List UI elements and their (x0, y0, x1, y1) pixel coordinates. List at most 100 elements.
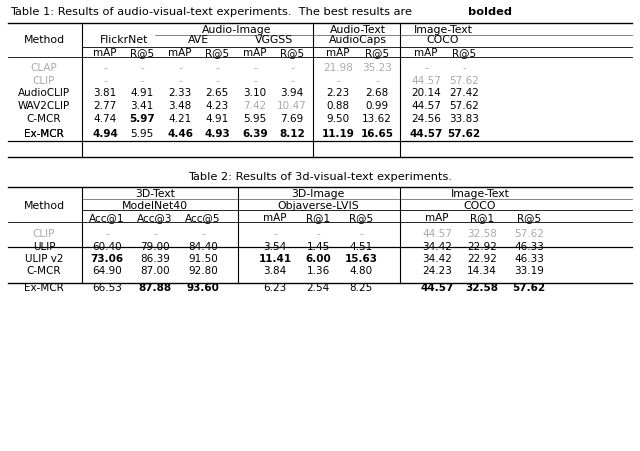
Text: Image-Text: Image-Text (451, 189, 509, 198)
Text: 6.39: 6.39 (242, 129, 268, 139)
Text: 14.34: 14.34 (467, 265, 497, 276)
Text: 44.57: 44.57 (411, 101, 441, 111)
Text: CLIP: CLIP (33, 229, 55, 239)
Text: 3.54: 3.54 (264, 241, 287, 252)
Text: 57.62: 57.62 (513, 282, 545, 292)
Text: COCO: COCO (464, 201, 496, 211)
Text: mAP: mAP (263, 212, 287, 222)
Text: Method: Method (24, 201, 65, 211)
Text: mAP: mAP (243, 48, 267, 58)
Text: -: - (178, 76, 182, 86)
Text: -: - (201, 229, 205, 239)
Text: -: - (290, 63, 294, 73)
Text: C-MCR: C-MCR (27, 265, 61, 276)
Text: 93.60: 93.60 (187, 282, 220, 292)
Text: -: - (375, 76, 379, 86)
Text: 3.41: 3.41 (131, 101, 154, 111)
Text: 6.23: 6.23 (264, 282, 287, 292)
Text: 4.80: 4.80 (349, 265, 372, 276)
Text: 87.00: 87.00 (140, 265, 170, 276)
Text: R@1: R@1 (470, 212, 494, 222)
Text: R@5: R@5 (365, 48, 389, 58)
Text: Objaverse-LVIS: Objaverse-LVIS (277, 201, 359, 211)
Text: -: - (424, 63, 428, 73)
Text: AudioCLIP: AudioCLIP (18, 88, 70, 98)
Text: 91.50: 91.50 (188, 253, 218, 263)
Text: 4.74: 4.74 (93, 114, 116, 124)
Text: R@5: R@5 (130, 48, 154, 58)
Text: AudioCaps: AudioCaps (329, 35, 387, 45)
Text: 15.63: 15.63 (344, 253, 378, 263)
Text: 4.94: 4.94 (92, 129, 118, 139)
Text: Acc@1: Acc@1 (89, 212, 125, 222)
Text: 73.06: 73.06 (90, 253, 124, 263)
Text: R@1: R@1 (306, 212, 330, 222)
Text: mAP: mAP (168, 48, 192, 58)
Text: mAP: mAP (93, 48, 116, 58)
Text: WAV2CLIP: WAV2CLIP (18, 101, 70, 111)
Text: 22.92: 22.92 (467, 241, 497, 252)
Text: 2.23: 2.23 (326, 88, 349, 98)
Text: 21.98: 21.98 (323, 63, 353, 73)
Text: 57.62: 57.62 (449, 76, 479, 86)
Text: 24.23: 24.23 (422, 265, 452, 276)
Text: .: . (508, 7, 511, 17)
Text: 5.95: 5.95 (243, 114, 267, 124)
Text: 86.39: 86.39 (140, 253, 170, 263)
Text: 32.58: 32.58 (467, 229, 497, 239)
Text: -: - (215, 63, 219, 73)
Text: 24.56: 24.56 (411, 114, 441, 124)
Text: Ex-MCR: Ex-MCR (24, 282, 64, 292)
Text: -: - (140, 76, 144, 86)
Text: 34.42: 34.42 (422, 253, 452, 263)
Text: -: - (273, 229, 277, 239)
Text: -: - (178, 63, 182, 73)
Text: Acc@3: Acc@3 (137, 212, 173, 222)
Text: C-MCR: C-MCR (27, 114, 61, 124)
Text: 2.54: 2.54 (307, 282, 330, 292)
Text: 5.97: 5.97 (129, 114, 155, 124)
Text: 1.45: 1.45 (307, 241, 330, 252)
Text: 79.00: 79.00 (140, 241, 170, 252)
Text: 3.10: 3.10 (243, 88, 267, 98)
Text: 4.91: 4.91 (131, 88, 154, 98)
Text: 13.62: 13.62 (362, 114, 392, 124)
Text: 64.90: 64.90 (92, 265, 122, 276)
Text: 2.65: 2.65 (205, 88, 228, 98)
Text: R@5: R@5 (517, 212, 541, 222)
Text: 33.19: 33.19 (514, 265, 544, 276)
Text: 33.83: 33.83 (449, 114, 479, 124)
Text: -: - (253, 76, 257, 86)
Text: ULIP v2: ULIP v2 (25, 253, 63, 263)
Text: 9.50: 9.50 (326, 114, 349, 124)
Text: 5.95: 5.95 (131, 129, 154, 139)
Text: 44.57: 44.57 (410, 129, 443, 139)
Text: Audio-Image: Audio-Image (202, 25, 272, 35)
Text: 2.77: 2.77 (93, 101, 116, 111)
Text: Table 2: Results of 3d-visual-text experiments.: Table 2: Results of 3d-visual-text exper… (188, 172, 452, 182)
Text: Acc@5: Acc@5 (185, 212, 221, 222)
Text: Table 1: Results of audio-visual-text experiments.  The best results are: Table 1: Results of audio-visual-text ex… (10, 7, 415, 17)
Text: 3.94: 3.94 (280, 88, 303, 98)
Text: 0.99: 0.99 (365, 101, 388, 111)
Text: 6.00: 6.00 (305, 253, 331, 263)
Text: 4.23: 4.23 (205, 101, 228, 111)
Text: 44.57: 44.57 (422, 229, 452, 239)
Text: 0.88: 0.88 (326, 101, 349, 111)
Text: 1.36: 1.36 (307, 265, 330, 276)
Text: 22.92: 22.92 (467, 253, 497, 263)
Text: 46.33: 46.33 (514, 253, 544, 263)
Text: 92.80: 92.80 (188, 265, 218, 276)
Text: 16.65: 16.65 (360, 129, 394, 139)
Text: Method: Method (24, 35, 65, 45)
Text: 11.41: 11.41 (259, 253, 292, 263)
Text: 4.91: 4.91 (205, 114, 228, 124)
Text: 4.51: 4.51 (349, 241, 372, 252)
Text: 4.46: 4.46 (167, 129, 193, 139)
Text: 2.68: 2.68 (365, 88, 388, 98)
Text: bolded: bolded (468, 7, 512, 17)
Text: 3.84: 3.84 (264, 265, 287, 276)
Text: 57.62: 57.62 (514, 229, 544, 239)
Text: mAP: mAP (326, 48, 349, 58)
Text: 44.57: 44.57 (420, 282, 454, 292)
